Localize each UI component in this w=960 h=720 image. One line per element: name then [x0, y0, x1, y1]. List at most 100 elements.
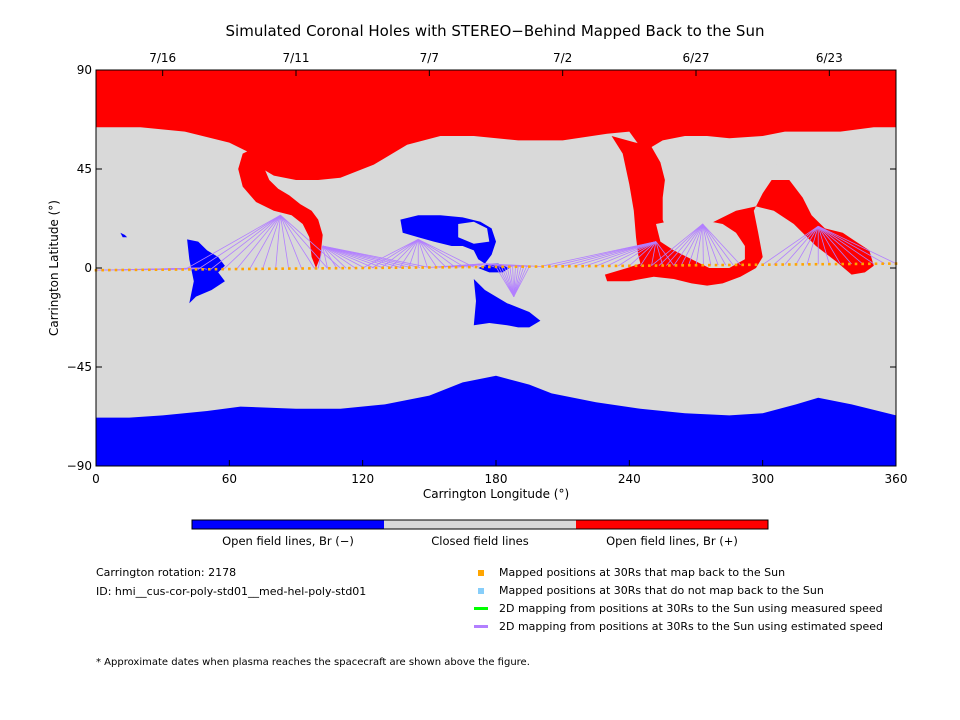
mapping-line	[584, 241, 657, 267]
mapping-line	[817, 225, 852, 265]
x-tick-label: 180	[485, 472, 508, 486]
footnote: * Approximate dates when plasma reaches …	[96, 657, 530, 668]
mapped-position	[654, 264, 658, 267]
mapped-position	[308, 267, 311, 270]
mapping-line	[818, 225, 886, 265]
mapped-position	[694, 263, 698, 267]
mapped-position	[181, 268, 184, 271]
mapping-line	[573, 241, 657, 267]
mapped-position	[801, 263, 804, 266]
mapped-position	[874, 262, 878, 266]
mapped-position	[734, 263, 738, 267]
mapped-position	[741, 263, 744, 267]
date-tick-label: 7/16	[149, 51, 176, 65]
mapping-line	[666, 223, 703, 266]
mapping-line	[322, 245, 347, 269]
mapping-line	[322, 245, 430, 268]
mapping-line	[280, 214, 341, 269]
mapping-line	[322, 245, 374, 269]
mapped-position	[814, 262, 818, 266]
mapping-line	[806, 226, 819, 265]
mapped-position	[421, 266, 424, 269]
mapping-line	[655, 241, 675, 266]
mapped-position	[521, 265, 524, 268]
mapping-line	[380, 239, 419, 269]
date-tick-label: 6/27	[683, 51, 710, 65]
mapped-position	[228, 267, 231, 271]
y-tick-label: 90	[77, 63, 92, 77]
mapped-position	[494, 265, 498, 269]
mapped-position	[328, 266, 331, 270]
mapping-line	[551, 241, 657, 267]
mapped-position	[788, 263, 791, 266]
carrington-rotation: Carrington rotation: 2178	[96, 566, 237, 579]
mapping-line	[702, 223, 712, 266]
mapped-position	[301, 267, 304, 270]
mapped-position	[854, 262, 858, 266]
region-closed-7	[458, 221, 490, 244]
mapping-line	[651, 223, 703, 266]
mapping-line	[795, 225, 819, 265]
mapped-position	[561, 265, 564, 268]
mapping-line	[640, 241, 657, 266]
mapped-position	[121, 268, 124, 272]
region-closed-3	[709, 144, 785, 167]
mapped-position	[501, 265, 504, 269]
south-polar-coronal-hole	[96, 375, 896, 466]
mapped-position	[674, 264, 678, 267]
mapping-fan-4	[429, 263, 541, 268]
mapped-position	[394, 266, 398, 270]
mapping-fan-6	[540, 241, 675, 267]
mapped-position	[761, 263, 764, 266]
mapping-line	[501, 266, 515, 297]
mapped-position	[594, 264, 598, 268]
mapping-line	[680, 223, 704, 266]
mapped-position	[168, 268, 171, 271]
mapping-line	[513, 266, 516, 297]
mapping-line	[773, 225, 819, 265]
mapped-position	[254, 267, 258, 271]
mapping-line	[418, 239, 465, 268]
mapping-line	[513, 266, 522, 297]
mapped-position	[834, 262, 838, 266]
mapping-line	[322, 245, 393, 269]
plot-area	[94, 69, 898, 467]
mapped-position	[608, 264, 611, 268]
mapped-position	[841, 262, 844, 266]
mapped-position	[634, 264, 638, 268]
mapping-line	[606, 241, 657, 267]
mapped-position	[281, 267, 284, 270]
mapped-position	[668, 264, 671, 267]
mapped-position	[374, 266, 378, 270]
mapped-position	[234, 267, 238, 271]
mapping-line	[562, 241, 657, 267]
x-tick-label: 0	[92, 472, 100, 486]
mapped-position	[688, 264, 691, 267]
mapped-position	[614, 264, 618, 268]
legend-measured-label: 2D mapping from positions at 30Rs to the…	[499, 602, 883, 615]
mapped-position	[354, 266, 358, 270]
mapping-line	[509, 266, 515, 297]
mapping-line	[280, 215, 289, 269]
mapped-position	[714, 263, 718, 267]
mapping-line	[702, 223, 734, 266]
mapped-position	[268, 267, 271, 271]
x-tick-label: 300	[751, 472, 774, 486]
mapped-position	[288, 267, 291, 270]
mapping-line	[595, 241, 657, 267]
mapped-position	[474, 265, 478, 269]
mapped-position	[108, 268, 111, 272]
mapped-position	[528, 265, 531, 268]
mapped-position	[881, 262, 884, 266]
mapping-line	[322, 245, 328, 269]
x-tick-label: 240	[618, 472, 641, 486]
mapping-line	[817, 225, 875, 265]
mapping-line	[655, 241, 664, 266]
mapped-position	[161, 268, 164, 271]
mapping-line	[498, 266, 515, 297]
mapped-position	[128, 268, 131, 272]
model-id: ID: hmi__cus-cor-poly-std01__med-hel-pol…	[96, 585, 367, 598]
mapped-position	[588, 264, 591, 268]
mapping-line	[371, 239, 419, 269]
mapping-line	[484, 263, 541, 267]
